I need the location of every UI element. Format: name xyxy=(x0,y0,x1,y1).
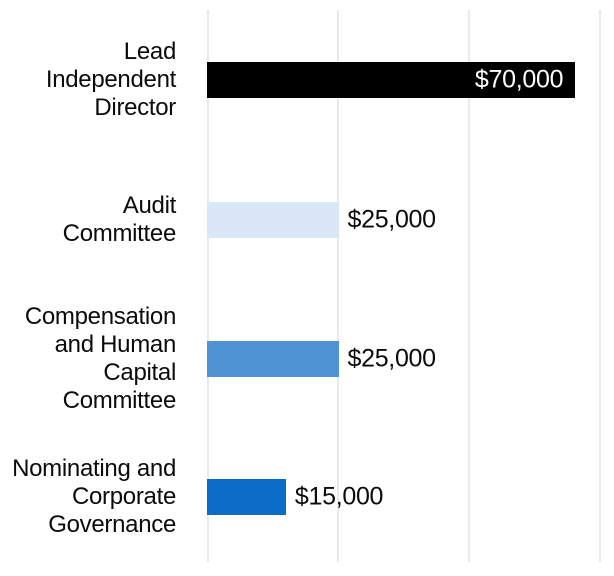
chart-row-nominating-corporate-governance: Nominating and Corporate Governance $15,… xyxy=(0,455,614,538)
gridline-25000 xyxy=(337,10,339,562)
category-label: Audit Committee xyxy=(62,192,177,247)
value-label: $15,000 xyxy=(294,482,384,511)
bar-audit-committee: $25,000 xyxy=(207,202,436,238)
bar-lead-independent-director: $70,000 xyxy=(207,62,576,98)
category-label: Lead Independent Director xyxy=(45,38,176,121)
category-label: Nominating and Corporate Governance xyxy=(12,455,176,538)
gridline-75000 xyxy=(599,10,601,562)
gridline-0 xyxy=(207,10,209,562)
bar-compensation-human-capital-committee: $25,000 xyxy=(207,341,436,377)
gridline-50000 xyxy=(468,10,470,562)
value-label: $70,000 xyxy=(474,65,564,94)
chart-row-lead-independent-director: Lead Independent Director $70,000 xyxy=(0,38,614,121)
chart-row-audit-committee: Audit Committee $25,000 xyxy=(0,192,614,247)
value-label: $25,000 xyxy=(347,205,437,234)
category-label: Compensation and Human Capital Committee xyxy=(24,303,176,414)
bar-nominating-corporate-governance: $15,000 xyxy=(207,479,383,515)
value-label: $25,000 xyxy=(347,344,437,373)
chart-row-compensation-human-capital-committee: Compensation and Human Capital Committee… xyxy=(0,303,614,414)
